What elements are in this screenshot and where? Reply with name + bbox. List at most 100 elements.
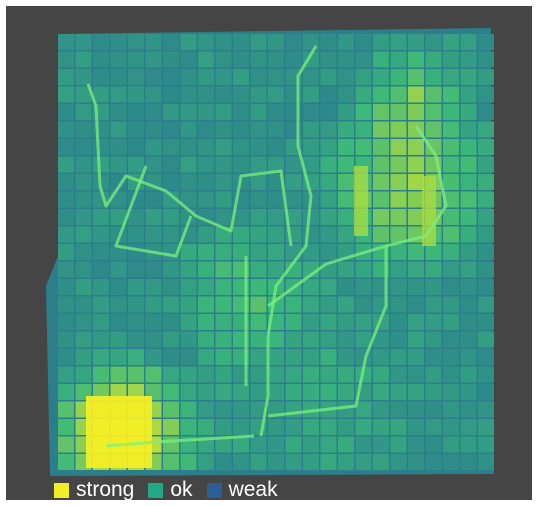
grid-tile xyxy=(250,314,267,330)
grid-tile xyxy=(233,209,249,225)
grid-tile xyxy=(355,314,372,330)
grid-tile xyxy=(180,174,197,190)
grid-tile xyxy=(250,261,267,278)
grid-tile xyxy=(425,86,442,103)
grid-tile xyxy=(478,296,494,313)
grid-tile xyxy=(75,261,92,278)
grid-tile xyxy=(425,279,442,295)
grid-tile xyxy=(478,349,494,365)
grid-tile xyxy=(338,226,354,243)
grid-tile xyxy=(478,209,494,225)
grid-tile xyxy=(58,34,74,50)
grid-tile xyxy=(478,419,494,435)
grid-tile xyxy=(443,279,459,295)
grid-tile xyxy=(408,69,424,85)
grid-tile xyxy=(58,121,74,138)
grid-tile xyxy=(443,436,459,453)
grid-tile xyxy=(303,139,319,155)
grid-tile xyxy=(478,191,494,208)
grid-tile xyxy=(373,454,389,470)
grid-tile xyxy=(215,156,232,173)
grid-tile xyxy=(390,384,407,400)
grid-tile xyxy=(233,436,249,453)
grid-tile xyxy=(250,331,267,348)
grid-tile xyxy=(198,174,214,190)
grid-tile xyxy=(355,436,372,453)
grid-tile xyxy=(443,419,459,435)
grid-tile xyxy=(285,34,302,50)
grid-tile xyxy=(110,121,127,138)
grid-tile xyxy=(268,349,284,365)
grid-tile xyxy=(145,331,162,348)
grid-tile xyxy=(145,34,162,50)
grid-tile xyxy=(180,296,197,313)
grid-tile xyxy=(75,296,92,313)
grid-tile xyxy=(58,69,74,85)
grid-tile xyxy=(390,86,407,103)
grid-tile xyxy=(198,261,214,278)
grid-tile xyxy=(373,209,389,225)
grid-tile xyxy=(390,314,407,330)
grid-tile xyxy=(373,86,389,103)
grid-tile xyxy=(390,69,407,85)
grid-tile xyxy=(373,331,389,348)
grid-tile xyxy=(250,86,267,103)
grid-tile xyxy=(285,349,302,365)
grid-tile xyxy=(478,261,494,278)
grid-tile xyxy=(250,51,267,68)
grid-tile xyxy=(215,419,232,435)
grid-tile xyxy=(338,174,354,190)
grid-tile xyxy=(408,191,424,208)
grid-tile xyxy=(460,279,477,295)
grid-tile xyxy=(163,139,179,155)
grid-tile xyxy=(268,261,284,278)
grid-tile xyxy=(163,366,179,383)
grid-tile xyxy=(408,331,424,348)
grid-tile xyxy=(163,384,179,400)
grid-tile xyxy=(373,51,389,68)
grid-tile xyxy=(320,384,337,400)
grid-tile xyxy=(250,296,267,313)
grid-tile xyxy=(425,349,442,365)
grid-tile xyxy=(425,51,442,68)
grid-tile xyxy=(268,69,284,85)
grid-tile xyxy=(320,86,337,103)
grid-tile xyxy=(408,436,424,453)
grid-tile xyxy=(198,296,214,313)
grid-tile xyxy=(408,51,424,68)
grid-tile xyxy=(250,174,267,190)
grid-tile xyxy=(460,349,477,365)
grid-tile xyxy=(180,349,197,365)
grid-tile xyxy=(93,314,109,330)
grid-tile xyxy=(338,419,354,435)
grid-tile xyxy=(338,314,354,330)
grid-tile xyxy=(425,69,442,85)
grid-tile xyxy=(75,86,92,103)
grid-tile xyxy=(215,401,232,418)
grid-tile xyxy=(320,244,337,260)
grid-tile xyxy=(373,121,389,138)
grid-tile xyxy=(408,104,424,120)
grid-tile xyxy=(215,384,232,400)
grid-tile xyxy=(250,139,267,155)
grid-tile xyxy=(128,261,144,278)
grid-tile xyxy=(408,174,424,190)
grid-tile xyxy=(338,454,354,470)
grid-tile xyxy=(58,401,74,418)
grid-tile xyxy=(303,436,319,453)
grid-tile xyxy=(338,104,354,120)
grid-tile xyxy=(355,419,372,435)
grid-tile xyxy=(268,366,284,383)
grid-tile xyxy=(268,331,284,348)
grid-tile xyxy=(355,401,372,418)
grid-tile xyxy=(285,314,302,330)
grid-tile xyxy=(408,384,424,400)
grid-tile xyxy=(355,331,372,348)
grid-tile xyxy=(320,191,337,208)
grid-tile xyxy=(268,104,284,120)
grid-tile xyxy=(128,226,144,243)
grid-tile xyxy=(215,366,232,383)
grid-tile xyxy=(285,191,302,208)
grid-tile xyxy=(425,454,442,470)
grid-tile xyxy=(250,349,267,365)
